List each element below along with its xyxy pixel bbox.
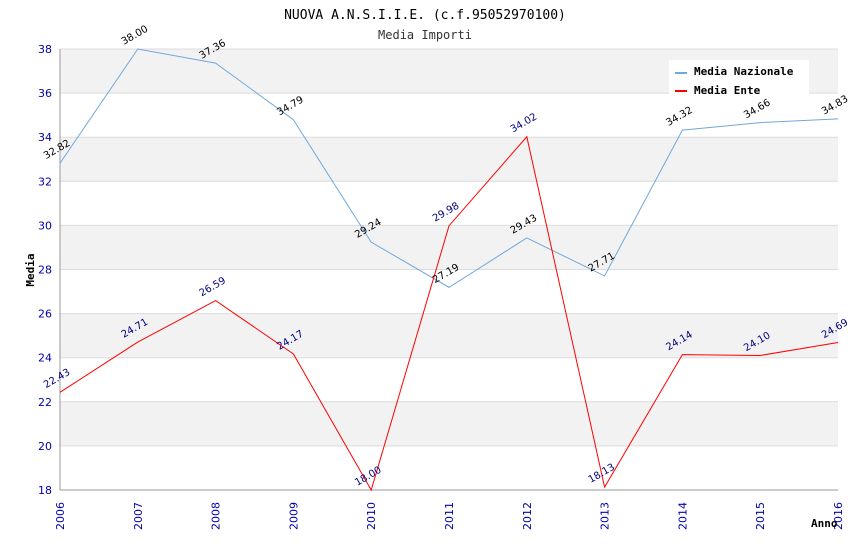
band	[60, 313, 838, 358]
y-tick-label-30: 30	[38, 219, 52, 232]
x-tick-label-2009: 2009	[287, 502, 300, 530]
x-tick-label-2010: 2010	[365, 502, 378, 530]
y-tick-label-18: 18	[38, 484, 52, 497]
x-axis-label: Anno	[811, 517, 838, 530]
x-tick-labels: 2006 2007 2008 2009 2010 2011 2012 2013 2014 2015…	[54, 502, 845, 530]
y-tick-label-26: 26	[38, 308, 52, 321]
series-line-media-ente	[59, 135, 839, 492]
band	[60, 137, 838, 182]
x-tick-label-2006: 2006	[54, 502, 67, 530]
x-tick-label-2007: 2007	[132, 502, 145, 530]
x-tick-label-2015: 2015	[754, 502, 767, 530]
x-tick-label-2013: 2013	[599, 502, 612, 530]
band	[60, 225, 838, 270]
x-tick-label-2016: 2016	[832, 502, 845, 530]
chart-title: NUOVA A.N.S.I.I.E. (c.f.95052970100)	[284, 8, 566, 23]
chart-subtitle: Media Importi	[378, 28, 472, 42]
y-tick-label-38: 38	[38, 43, 52, 56]
y-tick-label-32: 32	[38, 175, 52, 188]
series-line-media-nazionale	[59, 48, 839, 288]
legend-label-media-ente: Media Ente	[694, 84, 761, 97]
y-tick-label-22: 22	[38, 396, 52, 409]
y-tick-labels: 18 20 22 24 26 28 30 32 34 36 38	[38, 43, 52, 497]
x-tick-label-2008: 2008	[210, 502, 223, 530]
x-tick-label-2012: 2012	[521, 502, 534, 530]
y-tick-label-34: 34	[38, 131, 52, 144]
x-tick-label-2014: 2014	[676, 502, 689, 530]
y-tick-label-24: 24	[38, 352, 52, 365]
legend-label-media-nazionale: Media Nazionale	[694, 65, 794, 78]
y-tick-label-20: 20	[38, 440, 52, 453]
series-lines	[59, 48, 839, 492]
axes	[59, 49, 838, 491]
y-tick-label-28: 28	[38, 264, 52, 277]
legend-box	[669, 60, 809, 98]
y-tick-label-36: 36	[38, 87, 52, 100]
band	[60, 401, 838, 446]
data-label-media-nazionale-2007: 38.00	[120, 24, 150, 48]
x-tick-label-2011: 2011	[443, 502, 456, 530]
legend: Media Nazionale Media Ente	[669, 60, 809, 98]
y-axis-label: Media	[24, 253, 37, 286]
